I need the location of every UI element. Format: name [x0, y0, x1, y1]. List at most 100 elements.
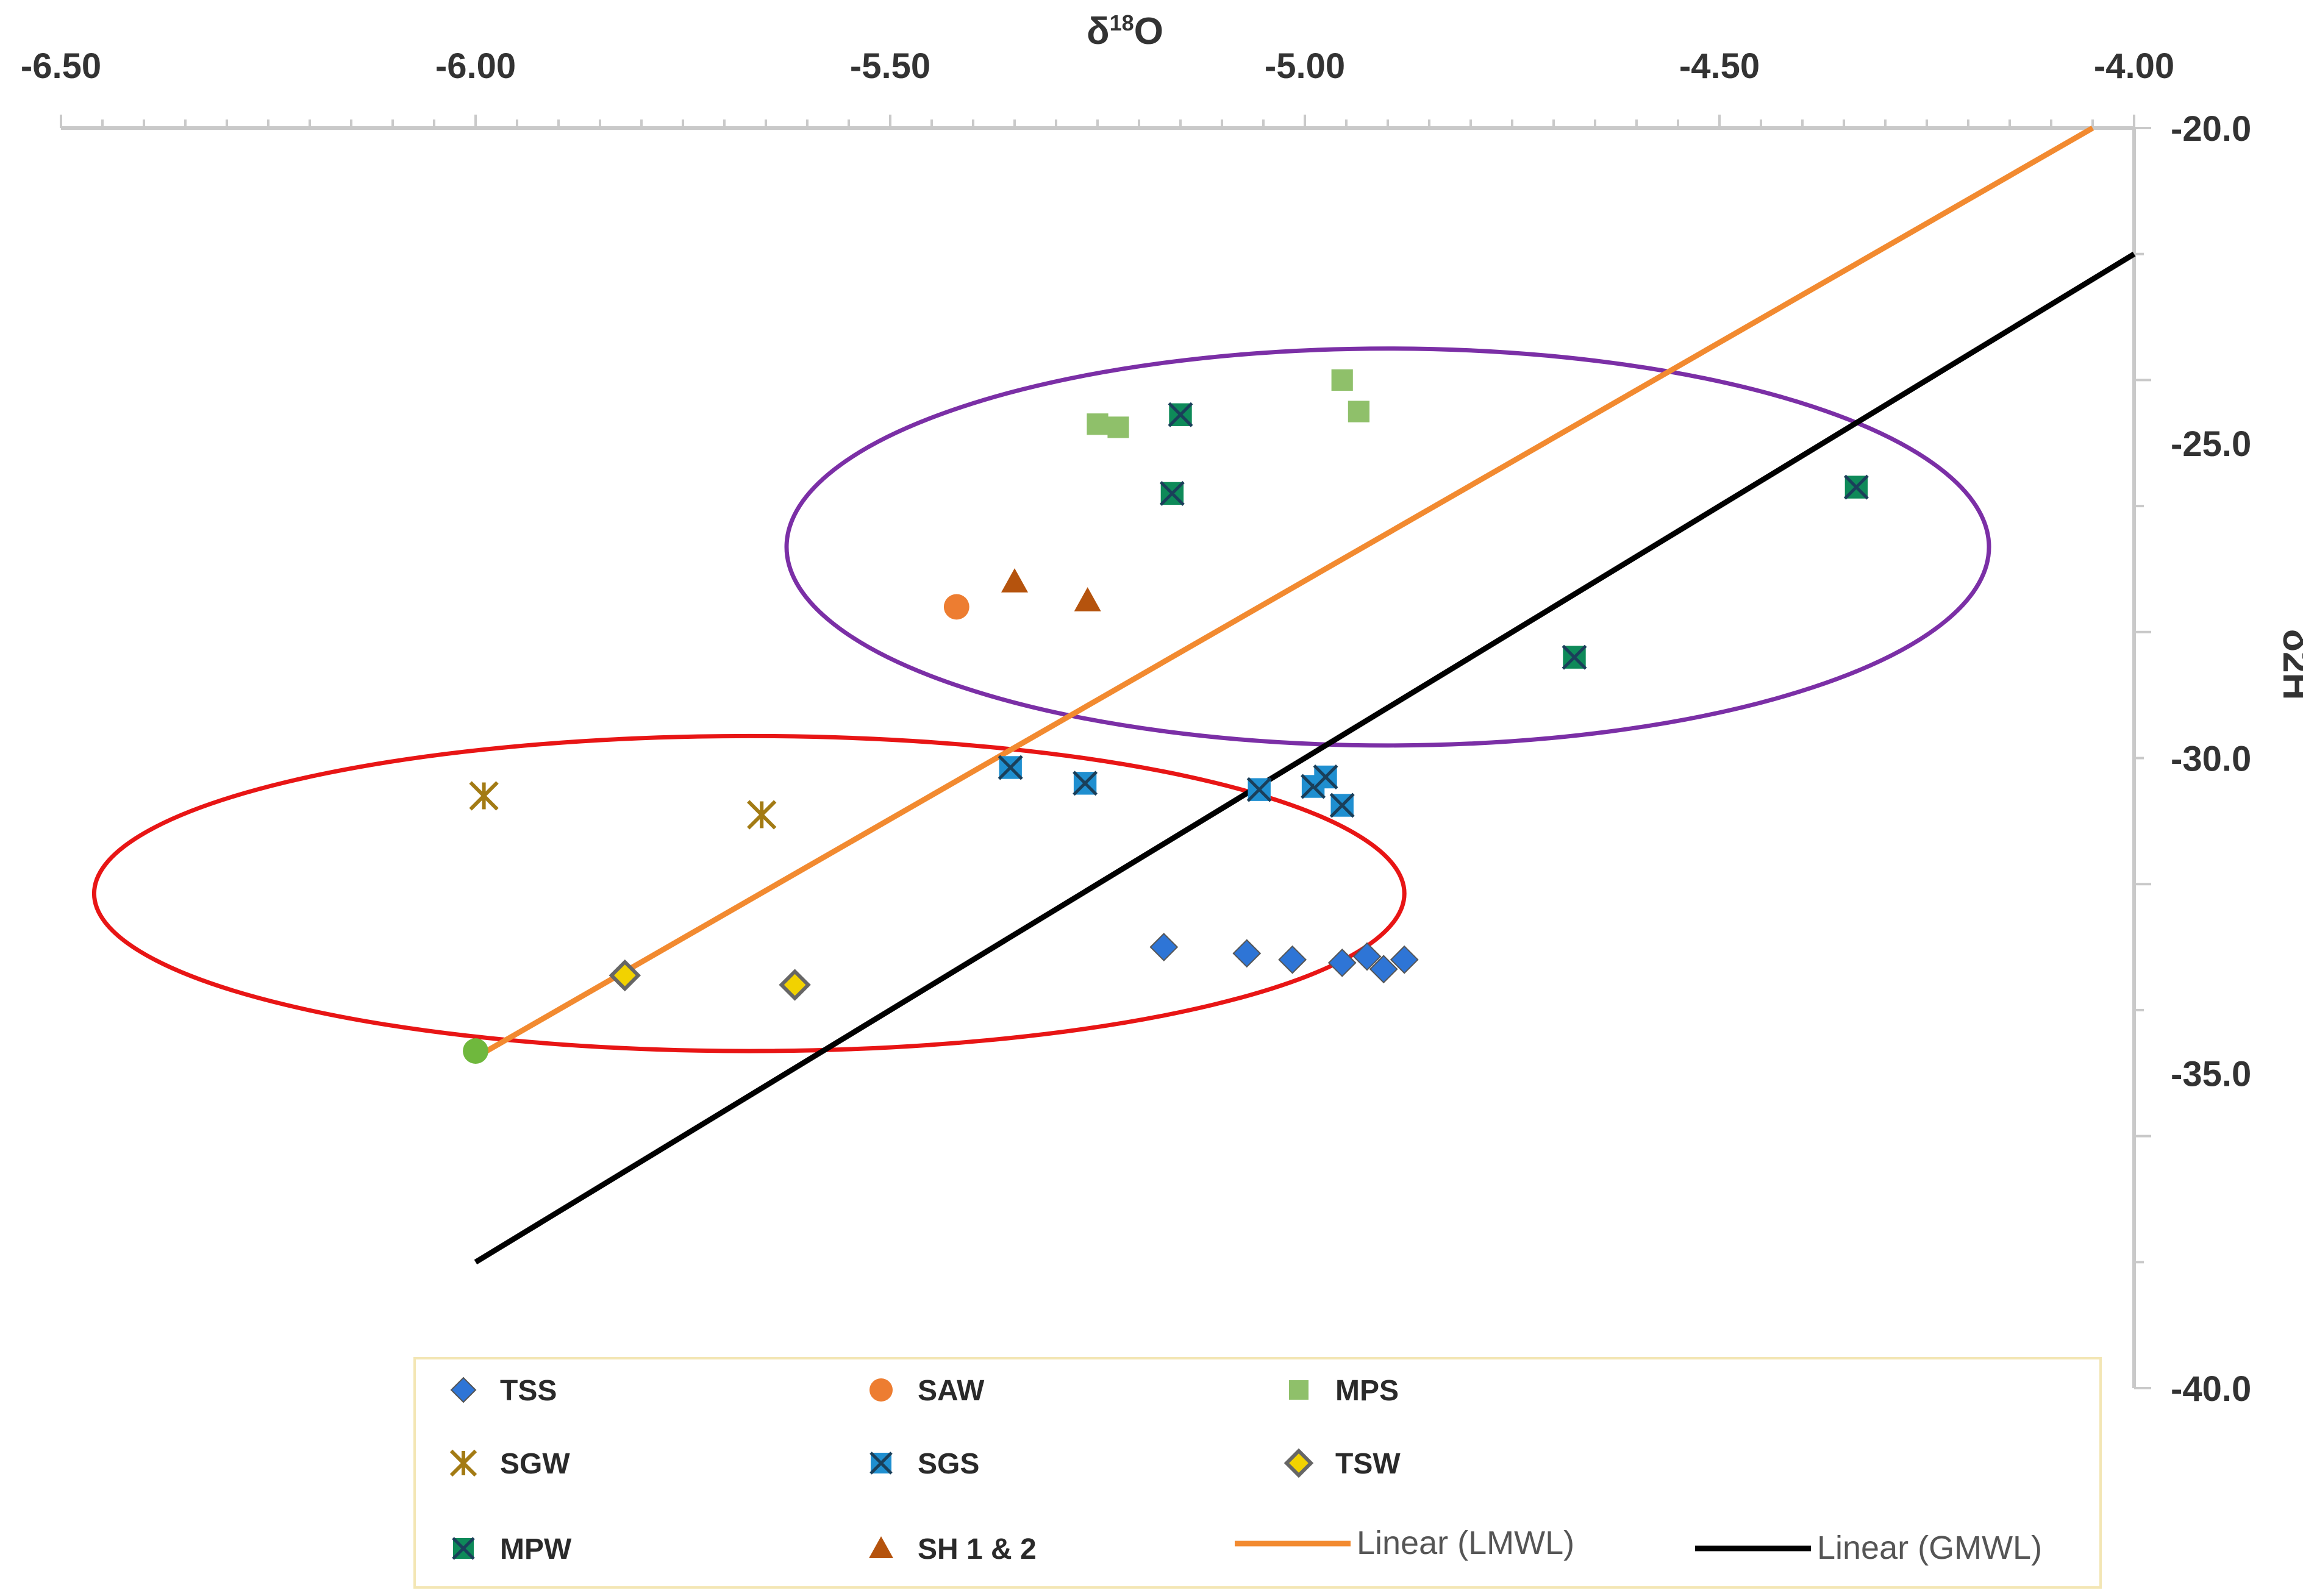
data-point [998, 755, 1023, 780]
series-mps [1087, 369, 1369, 438]
data-point [1352, 942, 1382, 971]
x-tick-label: -6.00 [435, 46, 516, 86]
legend-label: SAW [918, 1375, 985, 1407]
x-tick-label: -4.00 [2094, 46, 2174, 86]
data-point [1390, 945, 1419, 974]
x-tick-label: -4.50 [1679, 46, 1760, 86]
x-axis-title: δ18O [1087, 10, 1163, 52]
series-point [463, 1038, 488, 1064]
marker-shape [1348, 401, 1369, 422]
legend-item: Linear (LMWL) [1235, 1525, 1574, 1561]
trendline-layer [474, 126, 2136, 1265]
marker-shape [1107, 416, 1129, 438]
data-point [469, 781, 499, 811]
marker-shape [869, 1536, 893, 1558]
data-point [1369, 955, 1398, 984]
x-tick-label: -5.00 [1265, 46, 1345, 86]
legend-item: SGW [449, 1448, 570, 1480]
marker-stroke [998, 755, 1023, 780]
series-mpw [1159, 402, 1869, 670]
marker-shape [1289, 1380, 1309, 1400]
legend-item: TSS [450, 1375, 557, 1407]
data-point [943, 594, 969, 620]
data-point [1562, 644, 1587, 670]
marker-stroke [1159, 480, 1185, 506]
group-ellipse [784, 346, 1991, 748]
points-layer [463, 369, 1869, 1064]
legend-label: SGS [918, 1448, 979, 1480]
legend-label: SH 1 & 2 [918, 1533, 1037, 1566]
marker-shape [1001, 568, 1028, 593]
series-sgw [469, 781, 777, 830]
legend-marker [1284, 1448, 1314, 1478]
data-point [1329, 793, 1355, 818]
data-point [1313, 764, 1338, 789]
legend-item: Linear (GMWL) [1695, 1530, 2042, 1566]
marker-shape [943, 594, 969, 620]
marker-stroke [1168, 402, 1193, 427]
marker-shape [1327, 948, 1357, 977]
marker-shape [1149, 933, 1179, 961]
marker-shape [1369, 955, 1398, 984]
legend: TSS SAW MPS SGW SGS TSW MPW SH 1 & 2 Linear (LMW… [413, 1357, 2102, 1589]
series-tss [1149, 933, 1419, 984]
legend-box [413, 1357, 2102, 1589]
y-tick-label: -40.0 [2171, 1369, 2251, 1409]
legend-label: Linear (LMWL) [1357, 1525, 1574, 1561]
legend-item: TSW [1284, 1448, 1401, 1480]
ellipse-layer [91, 346, 1991, 1053]
marker-shape [1087, 413, 1109, 435]
legend-label: MPW [500, 1533, 572, 1566]
data-point [609, 959, 641, 992]
marker-shape [1232, 939, 1262, 968]
legend-marker [869, 1378, 893, 1402]
series-tsw [609, 959, 811, 1001]
data-point [463, 1038, 488, 1064]
legend-label: TSW [1335, 1448, 1401, 1480]
legend-marker [449, 1449, 477, 1477]
data-point [1087, 413, 1109, 435]
series-saw [943, 594, 969, 620]
y-tick-label: -30.0 [2171, 739, 2251, 779]
marker-shape [869, 1378, 893, 1402]
marker-shape [609, 959, 641, 992]
x-tick-label: -6.50 [21, 46, 101, 86]
x-axis-title-suffix: O [1134, 10, 1163, 52]
legend-item: SAW [869, 1375, 985, 1407]
trendline [474, 126, 2094, 1060]
legend-item: MPS [1289, 1375, 1399, 1407]
legend-item: SH 1 & 2 [869, 1533, 1037, 1566]
legend-marker [869, 1536, 893, 1558]
data-point [747, 800, 777, 830]
marker-stroke [452, 1537, 475, 1560]
marker-stroke [1843, 474, 1869, 500]
legend-item: MPW [452, 1533, 572, 1566]
legend-marker [452, 1537, 475, 1560]
data-point [1001, 568, 1028, 593]
x-axis-title-main: δ [1087, 10, 1110, 52]
data-point [1348, 401, 1369, 422]
marker-stroke [1246, 777, 1272, 802]
legend-marker [869, 1452, 893, 1475]
marker-shape [1352, 942, 1382, 971]
group-ellipse [91, 733, 1407, 1053]
marker-stroke [1073, 771, 1098, 796]
data-point [1074, 587, 1101, 611]
marker-shape [463, 1038, 488, 1064]
marker-shape [1331, 369, 1353, 391]
legend-label: TSS [500, 1375, 557, 1407]
marker-shape [1390, 945, 1419, 974]
data-point [1159, 480, 1185, 506]
y-tick-label: -35.0 [2171, 1054, 2251, 1094]
trendline [474, 251, 2136, 1265]
data-point [1331, 369, 1353, 391]
y-tick-label: -20.0 [2171, 109, 2251, 149]
data-point [779, 969, 811, 1001]
marker-stroke [1562, 644, 1587, 670]
legend-label: SGW [500, 1448, 570, 1480]
data-point [1843, 474, 1869, 500]
series-sgs [998, 755, 1355, 818]
x-axis-title-sup: 18 [1110, 10, 1134, 35]
